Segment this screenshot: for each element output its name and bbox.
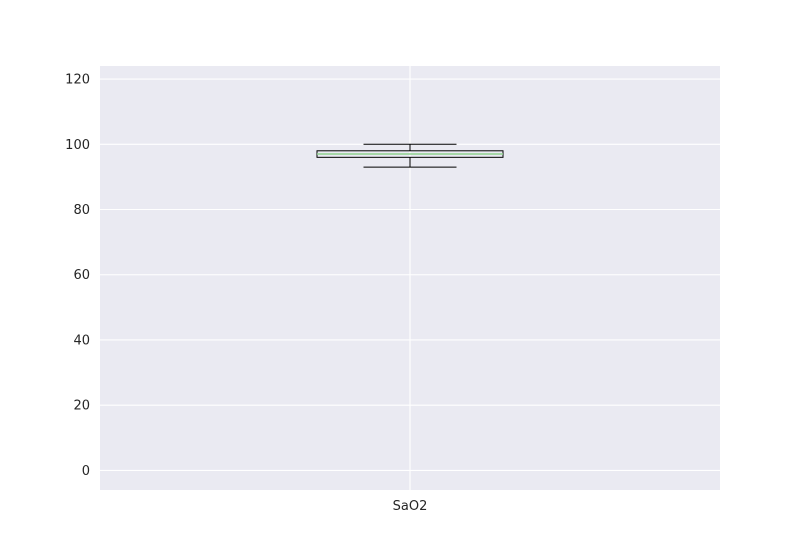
y-tick-label: 80 — [73, 203, 90, 218]
x-axis-ticks: SaO2 — [393, 499, 428, 514]
y-tick-label: 40 — [73, 333, 90, 348]
y-tick-label: 60 — [73, 268, 90, 283]
y-tick-label: 100 — [65, 138, 90, 153]
y-tick-label: 20 — [73, 399, 90, 414]
y-tick-label: 0 — [82, 464, 90, 479]
y-axis-ticks: 0 20 40 60 80 100 120 — [65, 73, 90, 479]
box-series — [316, 143, 504, 168]
x-tick-label: SaO2 — [393, 499, 428, 514]
y-tick-label: 120 — [65, 73, 90, 88]
